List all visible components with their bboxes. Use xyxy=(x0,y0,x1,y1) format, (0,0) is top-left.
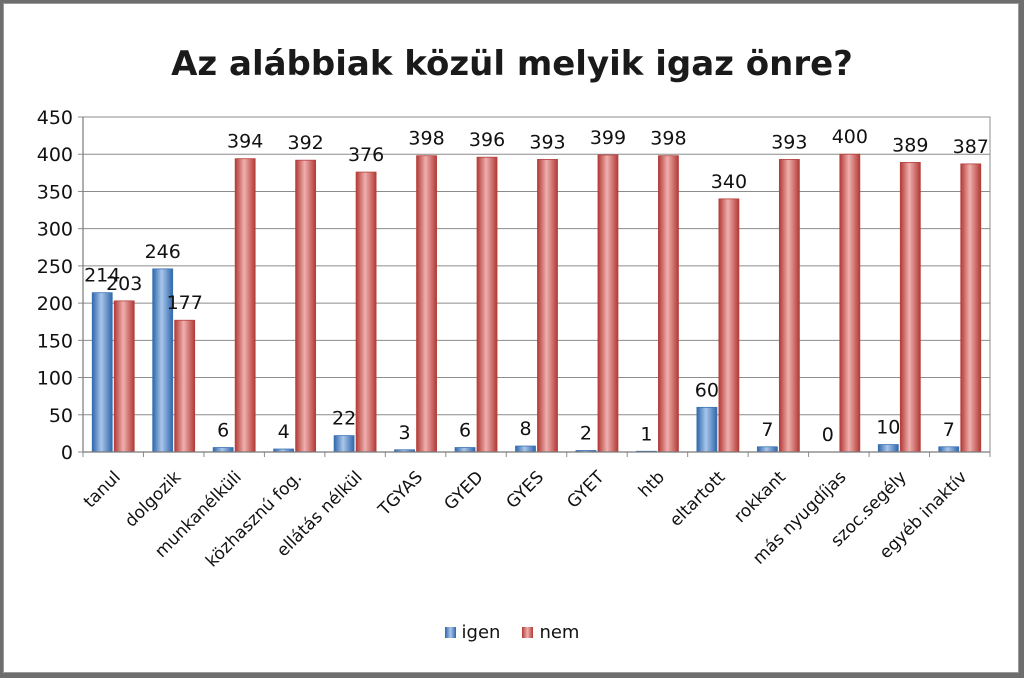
data-label-igen: 0 xyxy=(822,424,834,446)
data-label-nem: 396 xyxy=(469,129,505,151)
bar-nem xyxy=(718,198,740,453)
x-category-label: TGYAS xyxy=(374,467,427,520)
data-label-nem: 389 xyxy=(892,134,928,156)
data-label-igen: 3 xyxy=(399,422,411,444)
y-tick-label: 150 xyxy=(37,330,73,352)
data-label-igen: 8 xyxy=(519,418,531,440)
data-label-igen: 7 xyxy=(943,419,955,441)
x-category-label: rokkant xyxy=(730,467,790,527)
y-tick-label: 50 xyxy=(49,405,73,427)
bar-nem xyxy=(174,319,196,453)
data-label-nem: 177 xyxy=(167,292,203,314)
y-tick-label: 350 xyxy=(37,181,73,203)
legend-swatch-igen xyxy=(444,627,456,638)
bar-nem xyxy=(234,158,256,453)
x-category-label: dolgozik xyxy=(121,467,185,531)
bar-nem xyxy=(113,300,135,453)
data-label-nem: 394 xyxy=(227,131,263,153)
y-tick-label: 250 xyxy=(37,256,73,278)
y-tick-label: 0 xyxy=(61,442,73,464)
legend-item-igen: igen xyxy=(444,622,501,643)
data-label-igen: 60 xyxy=(695,379,719,401)
bar-nem xyxy=(778,159,800,453)
x-category-label: GYET xyxy=(563,467,609,513)
chart-title: Az alábbiak közül melyik igaz önre? xyxy=(171,44,853,84)
data-label-igen: 1 xyxy=(640,423,652,445)
bar-igen xyxy=(454,447,476,453)
bar-nem xyxy=(537,159,558,453)
data-label-nem: 398 xyxy=(650,128,686,150)
data-label-nem: 393 xyxy=(529,131,565,153)
bar-igen xyxy=(515,445,536,453)
data-label-igen: 6 xyxy=(217,420,229,442)
data-label-nem: 400 xyxy=(832,126,868,148)
legend-item-nem: nem xyxy=(522,622,579,643)
bar-nem xyxy=(416,155,437,453)
data-label-nem: 387 xyxy=(953,136,989,158)
bar-igen xyxy=(756,446,778,453)
data-label-igen: 6 xyxy=(459,420,471,442)
bar-igen xyxy=(938,446,960,453)
bar-chart: 050100150200250300350400450214203tanul24… xyxy=(37,107,991,571)
data-label-nem: 393 xyxy=(771,131,807,153)
data-label-igen: 4 xyxy=(278,421,290,443)
y-tick-label: 100 xyxy=(37,368,73,390)
data-label-igen: 246 xyxy=(145,241,181,263)
x-category-label: tanul xyxy=(80,467,125,512)
data-label-nem: 203 xyxy=(106,273,142,295)
bar-igen xyxy=(333,435,355,453)
bar-nem xyxy=(355,171,377,453)
bar-nem xyxy=(658,155,679,453)
bar-nem xyxy=(597,154,619,453)
legend-label-igen: igen xyxy=(461,622,501,643)
y-tick-label: 200 xyxy=(37,293,73,315)
y-tick-label: 450 xyxy=(37,107,73,129)
chart-frame: Az alábbiak közül melyik igaz önre? 0 50 1… xyxy=(3,3,1019,673)
bar-igen xyxy=(877,444,899,453)
legend-swatch-nem xyxy=(522,627,534,638)
x-category-label: GYED xyxy=(441,467,488,514)
data-label-nem: 392 xyxy=(288,132,324,154)
chart-legend: igen nem xyxy=(4,622,1020,643)
bar-nem xyxy=(476,156,498,453)
y-tick-label: 400 xyxy=(37,144,73,166)
bar-nem xyxy=(960,163,982,453)
bar-igen xyxy=(212,447,234,453)
x-category-label: eltartott xyxy=(666,467,730,531)
data-label-nem: 376 xyxy=(348,144,384,166)
y-tick-label: 300 xyxy=(37,219,73,241)
data-label-igen: 7 xyxy=(761,419,773,441)
bar-nem xyxy=(295,159,317,453)
bar-nem xyxy=(839,153,861,453)
data-label-igen: 214 xyxy=(84,265,120,287)
data-label-nem: 398 xyxy=(408,128,444,150)
bar-nem xyxy=(899,162,921,453)
bar-igen xyxy=(91,292,113,453)
x-category-label: GYES xyxy=(503,467,548,512)
bar-igen xyxy=(696,406,718,453)
data-label-igen: 2 xyxy=(580,423,592,445)
data-label-nem: 340 xyxy=(711,171,747,193)
x-category-label: htb xyxy=(635,467,669,501)
data-label-igen: 22 xyxy=(332,408,356,430)
data-label-nem: 399 xyxy=(590,127,626,149)
data-label-igen: 10 xyxy=(876,417,900,439)
legend-label-nem: nem xyxy=(539,622,580,643)
